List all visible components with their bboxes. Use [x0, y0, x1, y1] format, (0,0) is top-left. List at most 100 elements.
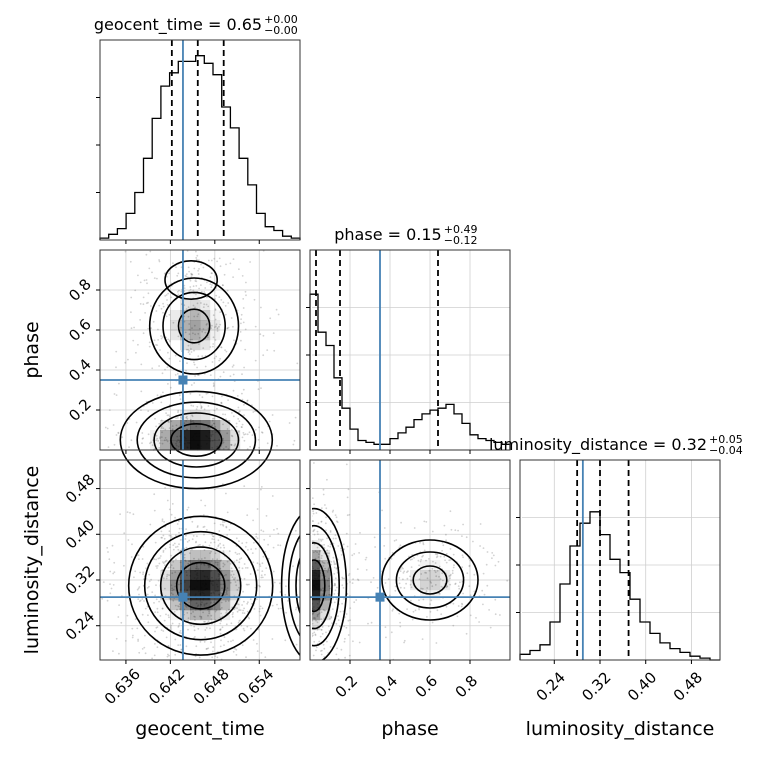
- scatter-point: [439, 578, 442, 580]
- scatter-point: [272, 570, 275, 573]
- scatter-point: [185, 348, 188, 351]
- scatter-point: [228, 608, 230, 611]
- scatter-point: [151, 402, 154, 404]
- scatter-point: [191, 327, 193, 329]
- scatter-point: [186, 415, 188, 418]
- scatter-point: [168, 530, 171, 533]
- scatter-point: [160, 427, 163, 429]
- scatter-point: [188, 270, 191, 273]
- scatter-point: [197, 374, 200, 376]
- scatter-point: [318, 612, 321, 615]
- scatter-point: [151, 271, 153, 274]
- scatter-point: [438, 565, 441, 568]
- scatter-point: [229, 562, 232, 565]
- scatter-point: [224, 413, 227, 416]
- scatter-point: [193, 625, 196, 628]
- scatter-point: [162, 534, 165, 537]
- scatter-point: [147, 327, 150, 330]
- density-cell: [180, 330, 191, 341]
- scatter-point: [158, 600, 161, 603]
- density-cell: [220, 420, 231, 431]
- scatter-point: [219, 375, 222, 378]
- scatter-point: [167, 292, 170, 295]
- scatter-point: [153, 493, 156, 496]
- scatter-point: [220, 612, 223, 615]
- scatter-point: [162, 561, 164, 563]
- scatter-point: [167, 645, 170, 648]
- scatter-point: [241, 426, 243, 428]
- scatter-point: [414, 609, 417, 612]
- scatter-point: [161, 372, 164, 375]
- scatter-point: [422, 543, 425, 546]
- scatter-point: [452, 602, 455, 605]
- scatter-point: [412, 610, 415, 613]
- scatter-point: [221, 483, 224, 486]
- scatter-point: [445, 586, 448, 589]
- scatter-point: [210, 614, 213, 617]
- scatter-point: [331, 608, 334, 610]
- scatter-point: [246, 514, 249, 517]
- scatter-point: [224, 313, 227, 316]
- scatter-point: [134, 289, 137, 292]
- scatter-point: [426, 587, 429, 589]
- scatter-point: [441, 549, 443, 552]
- scatter-point: [209, 602, 212, 605]
- scatter-point: [118, 382, 120, 385]
- scatter-point: [214, 425, 217, 428]
- contour-line: [159, 546, 242, 626]
- scatter-point: [231, 412, 233, 414]
- scatter-point: [183, 556, 186, 559]
- scatter-point: [230, 622, 233, 625]
- scatter-point: [225, 574, 227, 576]
- scatter-point: [193, 629, 196, 632]
- scatter-point: [196, 366, 199, 369]
- scatter-point: [187, 506, 190, 509]
- scatter-point: [203, 641, 206, 643]
- scatter-point: [202, 347, 205, 349]
- scatter-point: [332, 598, 334, 600]
- scatter-point: [431, 567, 434, 570]
- scatter-point: [343, 577, 345, 580]
- scatter-point: [348, 654, 351, 657]
- scatter-point: [347, 488, 350, 491]
- density-cell: [190, 310, 201, 321]
- scatter-point: [217, 544, 220, 546]
- scatter-point: [482, 547, 485, 549]
- scatter-point: [202, 544, 204, 547]
- scatter-point: [316, 546, 319, 549]
- scatter-point: [237, 418, 240, 420]
- scatter-point: [228, 550, 231, 552]
- scatter-point: [207, 620, 210, 623]
- scatter-point: [452, 553, 455, 556]
- scatter-point: [144, 634, 146, 637]
- scatter-point: [157, 339, 160, 341]
- panel-frame: [99, 249, 301, 451]
- scatter-point: [242, 307, 245, 309]
- scatter-point: [214, 298, 217, 300]
- scatter-point: [326, 552, 329, 555]
- contour-line: [162, 291, 227, 361]
- contour-line: [127, 515, 274, 656]
- scatter-point: [156, 626, 159, 628]
- scatter-point: [200, 406, 203, 408]
- scatter-point: [243, 600, 245, 603]
- scatter-point: [259, 565, 262, 567]
- scatter-point: [211, 424, 214, 427]
- scatter-point: [164, 487, 167, 489]
- scatter-point: [219, 622, 222, 625]
- scatter-point: [170, 513, 173, 516]
- scatter-point: [151, 657, 154, 660]
- density-cell: [180, 610, 191, 621]
- scatter-point: [255, 533, 258, 535]
- density-cell: [310, 540, 321, 551]
- scatter-point: [168, 313, 171, 316]
- scatter-point: [195, 285, 198, 287]
- scatter-point: [232, 573, 235, 576]
- scatter-point: [232, 578, 235, 581]
- scatter-point: [364, 558, 367, 561]
- scatter-point: [421, 555, 423, 558]
- scatter-point: [409, 575, 411, 578]
- scatter-point: [341, 576, 344, 579]
- scatter-point: [161, 607, 164, 610]
- scatter-point: [256, 537, 259, 540]
